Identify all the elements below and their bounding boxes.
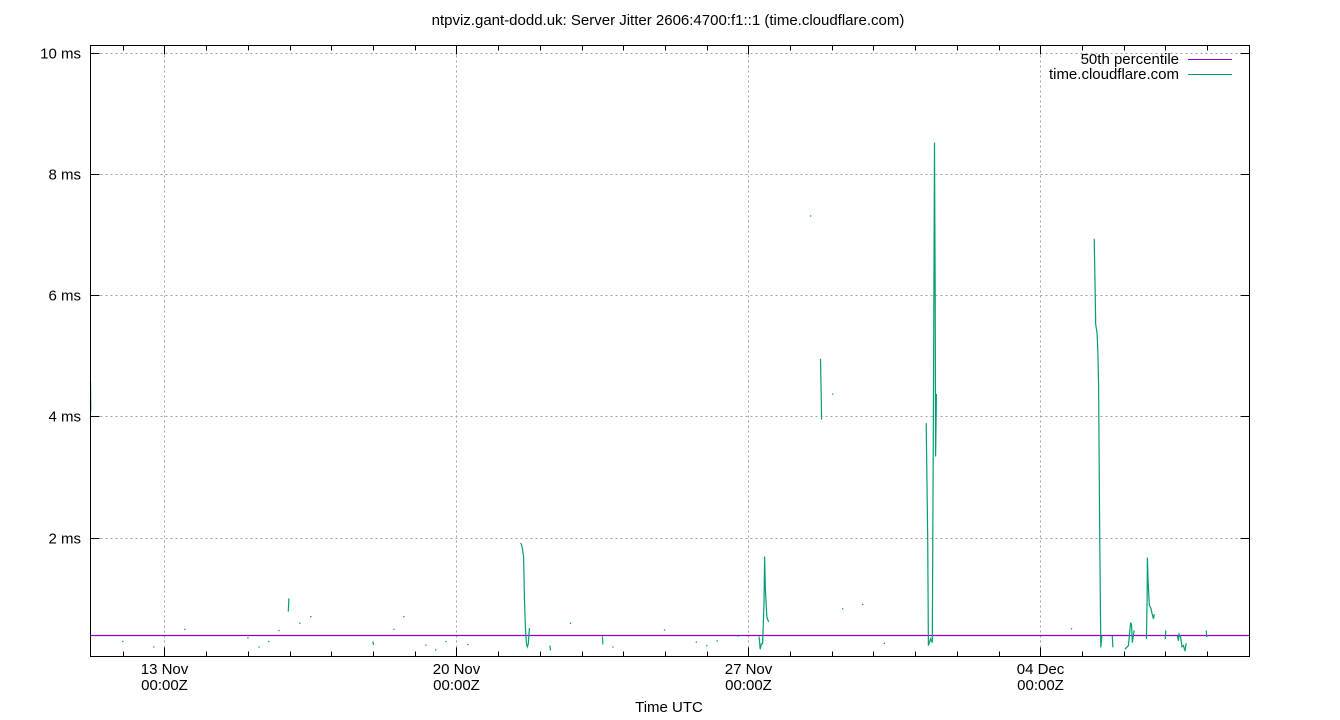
- data-point: [258, 646, 260, 648]
- data-point: [706, 645, 708, 647]
- data-segment: [758, 556, 770, 650]
- data-segment: [549, 645, 552, 651]
- data-point: [122, 640, 124, 643]
- plot-border: [90, 45, 1250, 657]
- data-point: [268, 640, 270, 643]
- legend-label-percentile: 50th percentile: [1081, 51, 1179, 68]
- data-segment: [1145, 557, 1155, 639]
- data-segment: [925, 142, 937, 646]
- data-point: [445, 640, 447, 643]
- y-tick-labels: 2 ms 4 ms 6 ms 8 ms 10 ms: [40, 46, 81, 548]
- data-point: [403, 615, 405, 618]
- data-point: [278, 629, 280, 632]
- data-point: [184, 628, 186, 631]
- x-tick-label-time: 00:00Z: [433, 677, 480, 694]
- data-point: [695, 641, 698, 643]
- data-segment: [1093, 238, 1103, 648]
- grid: [90, 45, 1250, 657]
- data-point: [832, 393, 834, 395]
- data-point: [1070, 628, 1073, 630]
- axis-ticks: [90, 45, 1250, 657]
- x-tick-label-date: 04 Dec: [1017, 661, 1065, 678]
- data-point: [467, 643, 469, 646]
- data-point: [247, 637, 249, 639]
- data-segment: [601, 636, 604, 645]
- data-segment: [1164, 630, 1167, 639]
- data-point: [153, 646, 155, 648]
- legend: 50th percentile time.cloudflare.com: [1049, 51, 1232, 83]
- data-point: [435, 649, 437, 651]
- data-point: [663, 629, 666, 631]
- data-segment: [1111, 635, 1114, 648]
- legend-label-cloudflare: time.cloudflare.com: [1049, 66, 1179, 83]
- data-segment: [372, 641, 375, 646]
- y-tick-label: 2 ms: [48, 531, 81, 548]
- data-segment: [520, 542, 530, 649]
- data-point: [809, 215, 812, 217]
- chart-title: ntpviz.gant-dodd.uk: Server Jitter 2606:…: [432, 12, 905, 29]
- x-tick-label-time: 00:00Z: [1017, 677, 1064, 694]
- x-tick-label-time: 00:00Z: [725, 677, 772, 694]
- y-tick-label: 4 ms: [48, 409, 81, 426]
- y-tick-label: 8 ms: [48, 167, 81, 184]
- data-point: [883, 642, 886, 644]
- data-point: [425, 644, 427, 646]
- data-point: [612, 646, 614, 648]
- data-point: [569, 622, 572, 624]
- x-axis-label: Time UTC: [635, 699, 703, 716]
- data-point: [299, 622, 301, 624]
- data-point: [393, 628, 395, 631]
- x-tick-label-date: 27 Nov: [725, 661, 773, 678]
- data-point: [310, 615, 312, 618]
- data-segment: [1124, 622, 1135, 650]
- series-marks: [89, 142, 1250, 652]
- data-point: [842, 608, 844, 610]
- data-segment: [1176, 631, 1187, 652]
- x-tick-label-date: 13 Nov: [141, 661, 189, 678]
- y-tick-label: 6 ms: [48, 288, 81, 305]
- data-segment: [819, 358, 823, 420]
- x-tick-label-time: 00:00Z: [141, 677, 188, 694]
- data-point: [861, 603, 864, 606]
- x-tick-label-date: 20 Nov: [433, 661, 481, 678]
- data-segment: [1205, 630, 1208, 638]
- y-tick-label: 10 ms: [40, 46, 81, 63]
- data-point: [716, 640, 718, 642]
- data-segment: [287, 598, 290, 612]
- data-point: [737, 635, 739, 637]
